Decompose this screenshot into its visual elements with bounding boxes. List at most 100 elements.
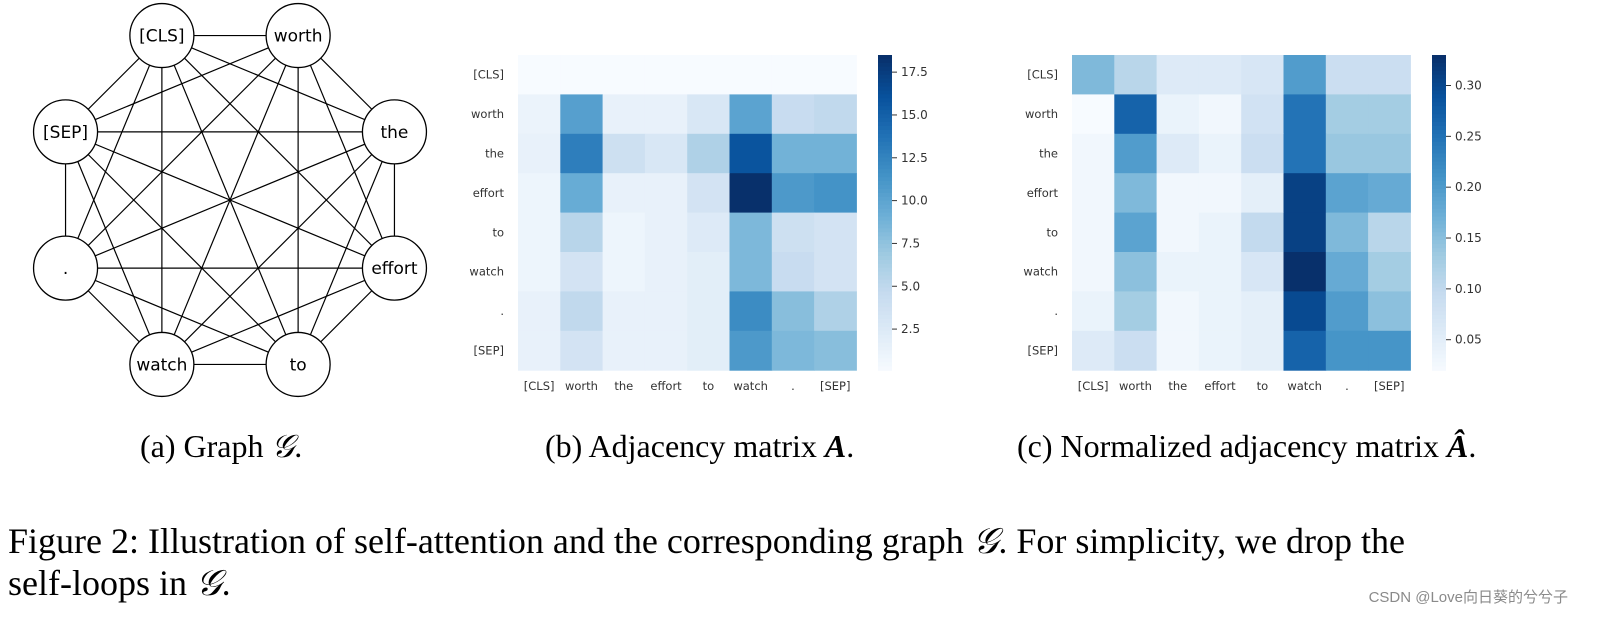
- x-tick-label-the: the: [1168, 379, 1187, 393]
- colorbar-segment: [1432, 311, 1446, 316]
- heatmap-cell-effort-sep: [814, 173, 857, 214]
- heatmap-cell-cls-worth: [1114, 55, 1158, 95]
- colorbar-segment: [1432, 236, 1446, 241]
- heatmap-cell-worth-worth: [560, 94, 604, 135]
- graph-edge: [65, 131, 299, 365]
- graph-node-circle: [265, 2, 331, 69]
- heatmap-cell-period-period: [771, 291, 815, 332]
- colorbar-segment: [1432, 263, 1446, 269]
- heatmap-cell-cls-period: [1325, 55, 1369, 95]
- colorbar-tick-label: 2.5: [901, 322, 920, 336]
- graph-node-worth: worth: [265, 2, 331, 69]
- colorbar-segment: [878, 62, 892, 68]
- heatmap-cell-sep-watch: [729, 330, 773, 371]
- colorbar-segment: [878, 173, 892, 178]
- colorbar-segment: [1432, 200, 1446, 206]
- colorbar-segment: [1432, 334, 1446, 340]
- colorbar-segment: [878, 275, 892, 281]
- colorbar-segment: [878, 137, 892, 143]
- heatmap-cell-worth-cls: [1072, 94, 1115, 135]
- heatmap-cell-the-the: [602, 133, 646, 174]
- colorbar-segment: [1432, 70, 1446, 76]
- graph-node-label: worth: [274, 27, 323, 47]
- colorbar-segment: [878, 208, 892, 214]
- heatmap-cell-cls-watch: [729, 55, 773, 95]
- subcaption-a-end: .: [294, 428, 303, 464]
- heatmap-cell-watch-cls: [1072, 252, 1115, 292]
- heatmap-cells: [518, 55, 857, 371]
- colorbar-segment: [878, 259, 892, 265]
- x-tick-label-worth: worth: [1119, 379, 1152, 393]
- heatmap-cells: [1072, 55, 1411, 371]
- x-tick-label-effort: effort: [650, 379, 682, 393]
- heatmap-cell-period-cls: [518, 291, 561, 332]
- colorbar-segment: [878, 334, 892, 340]
- figure-caption-line2-end: .: [221, 563, 231, 603]
- heatmap-cell-to-worth: [1114, 212, 1158, 253]
- x-tick-label-period: .: [791, 379, 795, 393]
- figure-caption-line1-end: . For simplicity, we drop the: [998, 521, 1406, 561]
- y-tick-label-worth: worth: [1025, 107, 1058, 121]
- graph-edge: [65, 131, 395, 269]
- colorbar-segment: [878, 315, 892, 320]
- colorbar-segment: [878, 78, 892, 84]
- colorbar-segment: [878, 358, 892, 363]
- graph-node-circle: [32, 235, 99, 301]
- colorbar-segment: [878, 196, 892, 202]
- heatmap-cell-to-effort: [644, 212, 688, 253]
- colorbar-segment: [1432, 244, 1446, 249]
- colorbar-segment: [1432, 185, 1446, 190]
- colorbar-segment: [878, 271, 892, 277]
- subcaption-b-symbol: A: [824, 428, 847, 464]
- colorbar-segment: [1432, 354, 1446, 359]
- heatmap-cell-watch-the: [602, 252, 646, 292]
- graph-node-circle: [361, 235, 428, 301]
- heatmap-cell-effort-effort: [644, 173, 688, 214]
- heatmap-cell-cls-sep: [814, 55, 857, 95]
- y-tick-label-the: the: [485, 147, 504, 161]
- heatmap-cell-to-effort: [1198, 212, 1242, 253]
- heatmap-cell-worth-period: [1325, 94, 1369, 135]
- heatmap-cell-cls-to: [1241, 55, 1284, 95]
- colorbar-segment: [878, 90, 892, 95]
- heatmap-cell-watch-effort: [1198, 252, 1242, 292]
- graph-node-sep: [SEP]: [32, 99, 99, 165]
- colorbar-segment: [878, 161, 892, 166]
- colorbar-segment: [878, 204, 892, 210]
- heatmap-cell-cls-cls: [1072, 55, 1115, 95]
- colorbar-segment: [878, 133, 892, 139]
- colorbar-segment: [878, 185, 892, 190]
- heatmap-cell-to-worth: [560, 212, 604, 253]
- colorbar-segment: [1432, 62, 1446, 68]
- colorbar-segment: [878, 291, 892, 296]
- colorbar-segment: [878, 55, 892, 60]
- heatmap-cell-period-to: [1241, 291, 1284, 332]
- colorbar-segment: [1432, 133, 1446, 139]
- y-tick-label-the: the: [1039, 147, 1058, 161]
- heatmap-cell-effort-to: [687, 173, 730, 214]
- heatmap-cell-period-watch: [1283, 291, 1327, 332]
- colorbar-segment: [878, 287, 892, 292]
- y-tick-label-watch: watch: [1023, 265, 1058, 279]
- heatmap-cell-sep-watch: [1283, 330, 1327, 371]
- colorbar-segment: [878, 125, 892, 131]
- heatmap-cell-the-watch: [1283, 133, 1327, 174]
- colorbar-segment: [878, 342, 892, 348]
- figure-caption-line2-symbol: 𝒢: [195, 563, 222, 603]
- x-tick-label-cls: [CLS]: [524, 379, 555, 393]
- graph-node-label: effort: [371, 259, 418, 279]
- colorbar-segment: [1432, 94, 1446, 99]
- colorbar-segment: [878, 224, 892, 229]
- figure-caption-line1-symbol: 𝒢: [972, 521, 999, 561]
- colorbar-segment: [878, 240, 892, 245]
- y-tick-label-effort: effort: [473, 186, 505, 200]
- heatmap-cell-effort-sep: [1368, 173, 1411, 214]
- heatmap-cell-worth-sep: [1368, 94, 1411, 135]
- colorbar-segment: [1432, 275, 1446, 281]
- colorbar-segment: [1432, 212, 1446, 218]
- graph-node-to: to: [265, 331, 331, 398]
- graph-panel: [CLS] worth the effort to watch. [SEP]: [32, 2, 428, 398]
- colorbar-tick-label: 0.20: [1455, 180, 1482, 194]
- x-tick-label-the: the: [614, 379, 633, 393]
- heatmap-cell-the-period: [1325, 133, 1369, 174]
